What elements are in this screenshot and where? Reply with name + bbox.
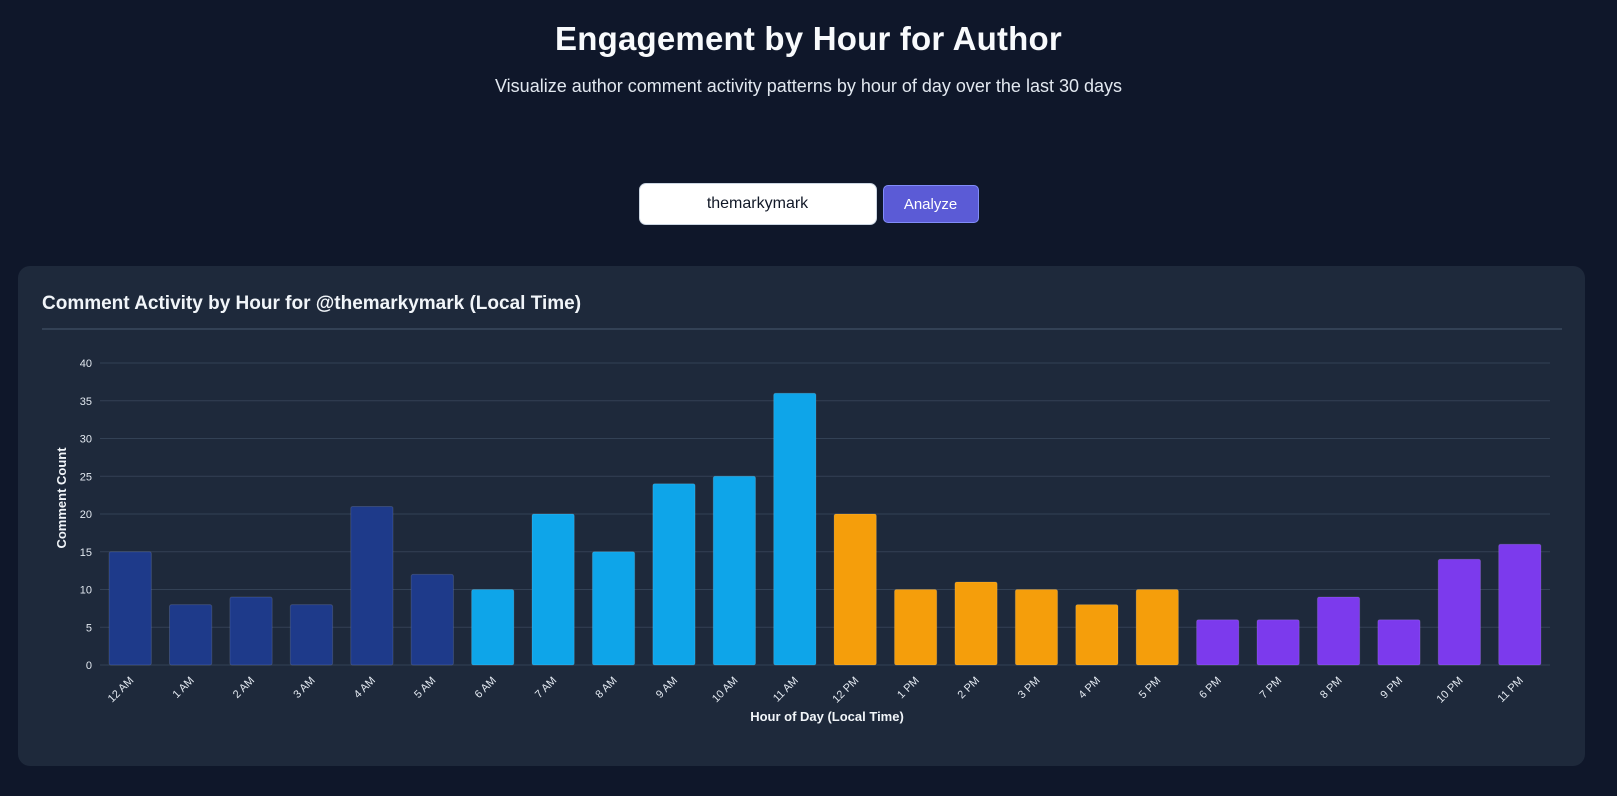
page-header: Engagement by Hour for Author Visualize … <box>0 0 1617 97</box>
x-tick-label: 11 PM <box>1496 675 1526 705</box>
x-tick-label: 7 PM <box>1258 675 1285 702</box>
x-tick-label: 8 PM <box>1318 675 1345 702</box>
y-axis-title: Comment Count <box>54 447 69 549</box>
x-tick-label: 2 PM <box>956 675 983 702</box>
bar-9-pm[interactable] <box>1377 619 1421 666</box>
divider <box>42 328 1562 330</box>
x-tick-label: 5 AM <box>412 675 438 701</box>
page-title: Engagement by Hour for Author <box>555 20 1062 57</box>
bar-6-am[interactable] <box>471 589 515 666</box>
x-axis-title: Hour of Day (Local Time) <box>750 709 904 724</box>
chart-title: Comment Activity by Hour for @themarkyma… <box>42 293 582 314</box>
bar-4-am[interactable] <box>350 505 394 666</box>
x-tick-label: 7 AM <box>533 675 559 701</box>
x-tick-label: 1 AM <box>171 675 197 701</box>
bar-9-am[interactable] <box>652 483 696 666</box>
x-tick-label: 4 AM <box>352 675 378 701</box>
bar-11-pm[interactable] <box>1498 543 1542 666</box>
author-input[interactable] <box>638 183 877 225</box>
x-tick-label: 6 PM <box>1197 675 1224 702</box>
y-tick-label: 40 <box>80 358 92 370</box>
x-tick-label: 9 AM <box>654 675 680 701</box>
bar-12-am[interactable] <box>108 551 152 666</box>
bar-chart: 0 5 10 15 20 25 30 35 40 12 AM 1 AM 2 AM 3 AM 4 AM 5 … <box>54 358 1550 724</box>
y-tick-label: 30 <box>80 434 92 446</box>
x-tick-label: 11 AM <box>771 675 801 705</box>
x-axis-ticks: 12 AM 1 AM 2 AM 3 AM 4 AM 5 AM 6 AM 7 AM 8 AM 9 A… <box>106 675 1526 706</box>
bar-10-am[interactable] <box>712 475 757 666</box>
x-tick-label: 6 AM <box>473 675 499 701</box>
bar-11-am[interactable] <box>773 392 817 666</box>
x-tick-label: 3 AM <box>291 675 317 701</box>
bar-7-pm[interactable] <box>1256 619 1300 666</box>
bar-6-pm[interactable] <box>1196 619 1240 666</box>
x-tick-label: 1 PM <box>895 675 922 702</box>
x-tick-label: 8 AM <box>593 675 619 701</box>
bar-3-pm[interactable] <box>1014 589 1059 666</box>
y-tick-label: 20 <box>80 509 92 521</box>
y-tick-label: 10 <box>80 585 92 597</box>
x-tick-label: 9 PM <box>1378 675 1405 702</box>
chart-panel: Comment Activity by Hour for @themarkyma… <box>18 266 1585 766</box>
bar-4-pm[interactable] <box>1075 604 1119 666</box>
bar-2-am[interactable] <box>229 596 273 666</box>
x-tick-label: 2 AM <box>231 675 257 701</box>
bar-1-pm[interactable] <box>893 589 938 666</box>
y-axis-ticks: 0 5 10 15 20 25 30 35 40 <box>80 358 92 672</box>
page-subtitle: Visualize author comment activity patter… <box>495 76 1122 96</box>
bar-3-am[interactable] <box>289 604 334 666</box>
bar-10-pm[interactable] <box>1437 558 1482 666</box>
chart-bars <box>108 392 1542 666</box>
search-row: Analyze <box>0 183 1617 225</box>
y-tick-label: 25 <box>80 471 92 483</box>
x-tick-label: 10 AM <box>710 675 741 706</box>
x-tick-label: 5 PM <box>1137 675 1164 702</box>
x-tick-label: 4 PM <box>1076 675 1103 702</box>
y-tick-label: 35 <box>80 396 92 408</box>
bar-5-am[interactable] <box>410 573 454 666</box>
analyze-button[interactable]: Analyze <box>882 185 979 223</box>
x-tick-label: 10 PM <box>1435 675 1466 706</box>
chart-grid <box>100 362 1550 666</box>
y-tick-label: 15 <box>80 547 92 559</box>
bar-1-am[interactable] <box>168 604 213 666</box>
bar-7-am[interactable] <box>531 513 575 666</box>
bar-2-pm[interactable] <box>954 581 998 666</box>
bar-8-pm[interactable] <box>1316 596 1361 666</box>
x-tick-label: 3 PM <box>1016 675 1043 702</box>
x-tick-label: 12 AM <box>106 675 137 706</box>
bar-8-am[interactable] <box>591 551 636 666</box>
y-tick-label: 5 <box>86 622 92 634</box>
bar-5-pm[interactable] <box>1135 589 1179 666</box>
y-tick-label: 0 <box>86 660 92 672</box>
bar-12-pm[interactable] <box>833 513 877 666</box>
x-tick-label: 12 PM <box>830 675 861 706</box>
